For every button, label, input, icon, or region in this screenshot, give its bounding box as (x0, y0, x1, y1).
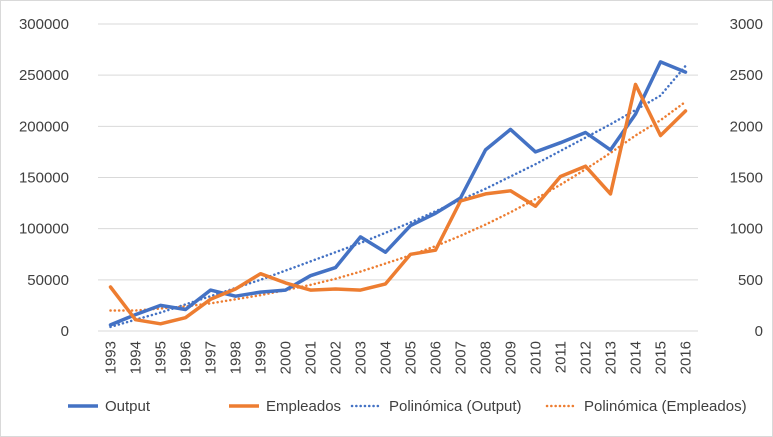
series-line-polin-mica-empleados (109, 100, 687, 312)
right-axis-tick-label: 1000 (730, 221, 763, 238)
x-axis-tick-label: 2009 (503, 341, 520, 374)
left-axis-tick-label: 0 (61, 323, 69, 340)
right-axis-tick-label: 0 (755, 323, 763, 340)
x-axis-tick-label: 1998 (228, 341, 245, 374)
legend-label: Polinómica (Empleados) (584, 398, 747, 415)
x-axis-tick-label: 1996 (178, 341, 195, 374)
left-axis-tick-label: 250000 (19, 67, 69, 84)
x-axis-tick-label: 2000 (278, 341, 295, 374)
x-axis-tick-label: 2010 (528, 341, 545, 374)
x-axis-tick-label: 1995 (153, 341, 170, 374)
right-axis-tick-label: 500 (738, 272, 763, 289)
x-axis-tick-label: 2015 (653, 341, 670, 374)
left-axis-tick-label: 300000 (19, 16, 69, 33)
x-axis-tick-label: 2002 (328, 341, 345, 374)
x-axis-tick-label: 2016 (678, 341, 695, 374)
x-axis-tick-label: 2014 (628, 341, 645, 374)
x-axis-tick-label: 2005 (403, 341, 420, 374)
right-axis-tick-labels: 0 500 1000 1500 2000 2500 3000 (730, 16, 763, 340)
left-axis-tick-labels: 0 50000 100000 150000 200000 250000 300000 (19, 16, 69, 340)
x-axis-tick-label: 2001 (303, 341, 320, 374)
x-axis-tick-label: 2004 (378, 341, 395, 374)
legend-label: Polinómica (Output) (389, 398, 522, 415)
left-axis-tick-label: 100000 (19, 221, 69, 238)
x-axis-tick-label: 1999 (253, 341, 270, 374)
x-axis-tick-label: 1993 (103, 341, 120, 374)
x-axis-tick-label: 1994 (128, 341, 145, 374)
right-axis-tick-label: 3000 (730, 16, 763, 33)
x-axis-tick-label: 1997 (203, 341, 220, 374)
x-axis-tick-label: 2007 (453, 341, 470, 374)
right-axis-tick-label: 2000 (730, 118, 763, 135)
series-lines (108, 60, 688, 329)
right-axis-tick-label: 1500 (730, 170, 763, 187)
x-axis-tick-label: 2006 (428, 341, 445, 374)
series-line-output (108, 60, 688, 327)
x-axis-tick-label: 2003 (353, 341, 370, 374)
x-axis-tick-label: 2008 (478, 341, 495, 374)
series-line-polin-mica-output (109, 64, 687, 329)
series-line-empleados (108, 82, 688, 326)
legend-label: Output (105, 398, 151, 415)
x-axis-tick-label: 2011 (553, 341, 570, 373)
legend: Output Empleados Polinómica (Output) Polinó… (68, 398, 747, 415)
legend-label: Empleados (266, 398, 341, 415)
left-axis-tick-label: 50000 (27, 272, 69, 289)
x-axis-tick-labels: 1993 1994 1995 1996 1997 1998 1999 2000 2001 2002… (103, 341, 695, 374)
left-axis-tick-label: 200000 (19, 118, 69, 135)
gridlines (98, 23, 698, 332)
right-axis-tick-label: 2500 (730, 67, 763, 84)
x-axis-tick-label: 2012 (578, 341, 595, 374)
left-axis-tick-label: 150000 (19, 170, 69, 187)
x-axis-tick-label: 2013 (603, 341, 620, 374)
